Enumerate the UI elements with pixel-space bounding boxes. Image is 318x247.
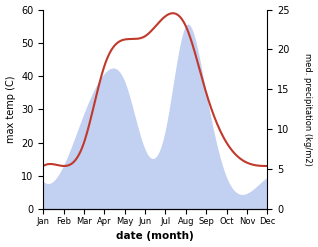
X-axis label: date (month): date (month): [116, 231, 194, 242]
Y-axis label: max temp (C): max temp (C): [5, 76, 16, 143]
Y-axis label: med. precipitation (kg/m2): med. precipitation (kg/m2): [303, 53, 313, 166]
